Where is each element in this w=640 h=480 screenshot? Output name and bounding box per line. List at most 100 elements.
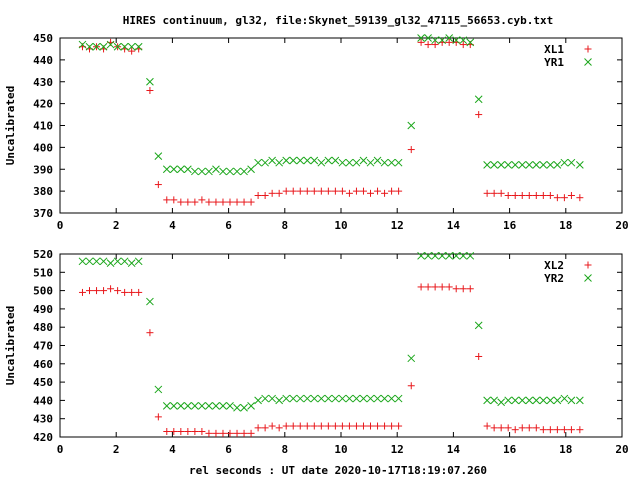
data-point xyxy=(539,426,547,434)
data-point xyxy=(431,41,439,49)
y-tick-label: 370 xyxy=(33,207,53,220)
data-point xyxy=(191,402,199,410)
data-point xyxy=(388,187,396,195)
data-point xyxy=(92,42,101,51)
data-point xyxy=(146,297,154,306)
data-point xyxy=(417,34,425,42)
data-point xyxy=(233,429,241,437)
data-point xyxy=(226,167,234,176)
data-point xyxy=(317,187,325,195)
y-tick-label: 490 xyxy=(33,303,53,316)
data-point xyxy=(338,187,346,195)
y-tick-label: 380 xyxy=(33,185,53,198)
data-point xyxy=(134,257,143,266)
data-point xyxy=(452,251,461,260)
data-point xyxy=(310,187,318,195)
chart-title: HIRES continuum, gl32, file:Skynet_59139… xyxy=(123,14,553,27)
data-point xyxy=(324,422,332,430)
data-point xyxy=(438,283,446,291)
data-point xyxy=(504,424,512,432)
legend-marker xyxy=(584,45,592,53)
x-axis-label: rel seconds : UT date 2020-10-17T18:19:0… xyxy=(189,464,487,477)
data-point xyxy=(324,394,333,403)
x-tick-label: 6 xyxy=(225,219,232,232)
data-point xyxy=(352,394,361,403)
data-point xyxy=(177,198,185,206)
series-YR1 xyxy=(78,34,584,176)
data-point xyxy=(247,165,255,174)
data-point xyxy=(303,156,312,165)
data-point xyxy=(567,158,576,167)
data-point xyxy=(134,42,143,51)
data-point xyxy=(459,36,468,45)
data-point xyxy=(504,192,512,199)
data-point xyxy=(268,422,276,430)
data-point xyxy=(99,42,108,51)
data-point xyxy=(275,158,284,167)
data-point xyxy=(120,42,129,51)
data-point xyxy=(324,156,333,165)
data-point xyxy=(424,34,432,42)
data-point xyxy=(191,428,199,436)
data-point xyxy=(532,161,541,169)
data-point xyxy=(374,422,382,430)
data-point xyxy=(431,251,439,260)
series-XL2 xyxy=(78,283,584,437)
data-point xyxy=(345,422,353,430)
data-point xyxy=(247,198,255,206)
data-point xyxy=(268,189,276,197)
plot-panel-1: 0 2 4 6 8 10 12 14 16 18 20 370 380 390 400 410 420 430 44… xyxy=(4,32,629,232)
data-point xyxy=(162,165,171,174)
data-point xyxy=(331,187,339,195)
data-point xyxy=(184,165,192,174)
data-point xyxy=(212,429,220,437)
data-point xyxy=(146,77,154,86)
x-tick-label: 12 xyxy=(391,219,404,232)
data-point xyxy=(567,192,575,199)
data-point xyxy=(459,251,468,260)
data-point xyxy=(205,402,213,410)
data-point xyxy=(240,429,248,437)
y-axis-label: Uncalibrated xyxy=(4,306,17,385)
data-point xyxy=(445,34,454,42)
x-tick-label: 10 xyxy=(334,443,347,456)
data-point xyxy=(338,394,347,403)
data-point xyxy=(184,402,192,410)
data-point xyxy=(490,396,498,405)
data-point xyxy=(367,422,375,430)
data-point xyxy=(395,187,403,195)
data-point xyxy=(233,167,241,176)
y-tick-label: 420 xyxy=(33,98,53,111)
data-point xyxy=(282,156,291,165)
data-point xyxy=(254,158,262,167)
data-point xyxy=(128,47,136,55)
x-tick-label: 2 xyxy=(113,443,120,456)
legend-label: YR1 xyxy=(544,56,564,69)
data-point xyxy=(394,158,403,167)
data-point xyxy=(511,161,520,169)
data-point xyxy=(475,352,483,360)
data-point xyxy=(352,158,361,167)
data-point xyxy=(387,158,396,167)
x-tick-label: 0 xyxy=(57,443,64,456)
data-point xyxy=(380,394,389,403)
data-point xyxy=(532,424,540,432)
data-point xyxy=(240,403,248,412)
data-point xyxy=(359,422,367,430)
data-point xyxy=(518,161,527,169)
x-tick-label: 14 xyxy=(447,443,461,456)
data-point xyxy=(310,156,319,165)
data-point xyxy=(191,198,199,206)
data-point xyxy=(324,187,332,195)
data-point xyxy=(546,396,555,405)
y-tick-label: 480 xyxy=(33,321,53,334)
y-tick-label: 460 xyxy=(33,358,53,371)
data-point xyxy=(107,285,115,293)
data-point xyxy=(121,288,129,296)
data-point xyxy=(352,187,360,195)
data-point xyxy=(373,156,382,165)
data-point xyxy=(303,187,311,195)
data-point xyxy=(191,167,199,176)
data-point xyxy=(525,161,534,169)
data-point xyxy=(567,426,575,434)
